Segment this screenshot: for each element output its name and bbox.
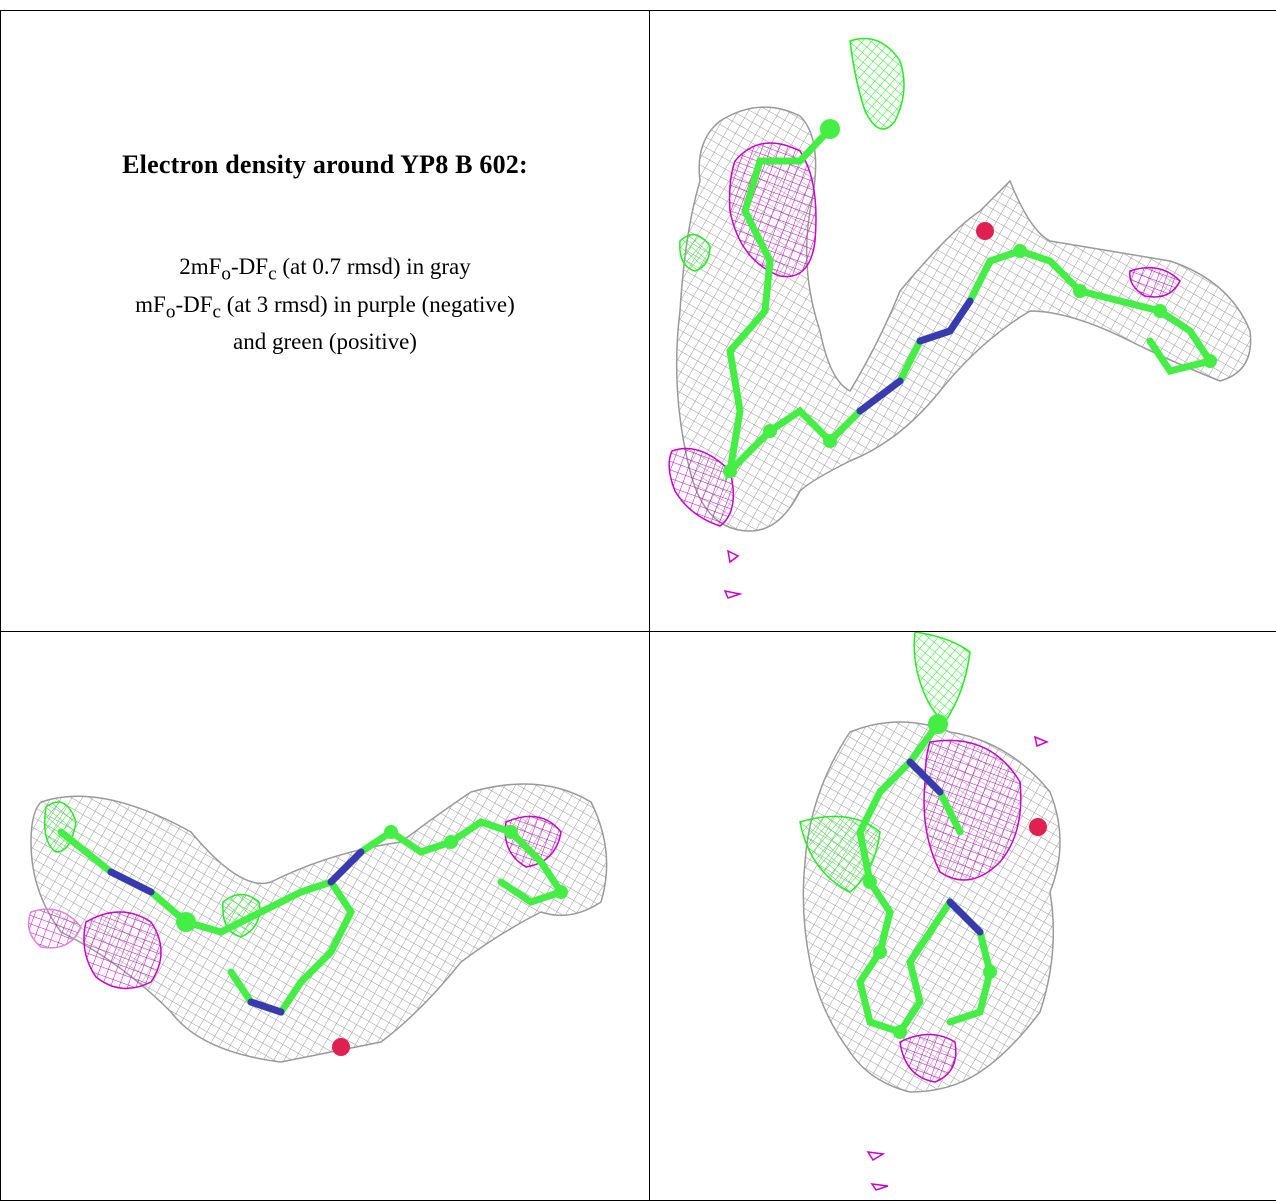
density-view-bottom-left (27, 783, 608, 1063)
purple-density-blobs (668, 142, 1181, 599)
ligand-stick-model (856, 714, 1047, 1039)
left-border (0, 10, 1, 1201)
green-density-blobs (679, 37, 905, 272)
density-view-top-right (668, 37, 1252, 599)
figure-caption: Electron density around YP8 B 602: 2mFo-… (20, 150, 630, 357)
ligand-stick-model (57, 818, 568, 1056)
top-border (0, 10, 1276, 11)
caption-title: Electron density around YP8 B 602: (122, 150, 528, 179)
density-view-bottom-right (799, 632, 1061, 1191)
bottom-border (0, 1200, 1276, 1201)
ligand-stick-model (723, 119, 1217, 482)
caption-line-purple: mFo-DFc (at 3 rmsd) in purple (negative) (135, 291, 515, 323)
center-divider (649, 10, 650, 1201)
purple-density-blobs (27, 815, 562, 990)
caption-line-green: and green (positive) (233, 329, 417, 355)
middle-divider (0, 631, 1276, 632)
caption-line-gray: 2mFo-DFc (at 0.7 rmsd) in gray (179, 254, 471, 285)
purple-density-blobs (866, 735, 1049, 1191)
